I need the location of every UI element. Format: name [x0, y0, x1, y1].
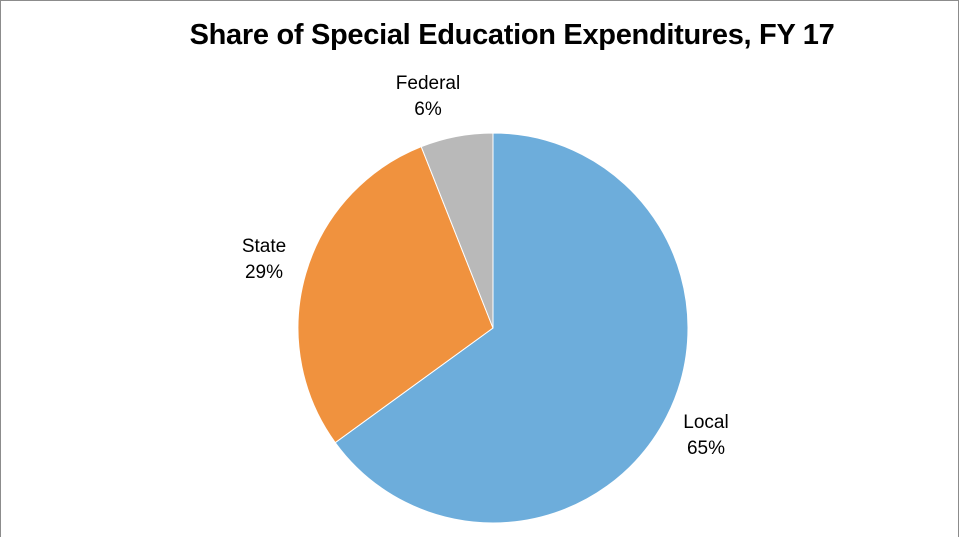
pie-slice-state: [297, 146, 494, 444]
data-label-value: 65%: [687, 438, 725, 459]
data-label-value: 6%: [414, 99, 442, 120]
chart-title: Share of Special Education Expenditures,…: [189, 19, 835, 51]
data-label-category: State: [242, 236, 286, 257]
data-label-value: 29%: [245, 262, 283, 283]
pie-slice-local: [334, 132, 689, 524]
pie-slice-federal: [420, 132, 494, 329]
data-label-federal: Federal 6%: [396, 73, 460, 120]
data-label-state: State 29%: [242, 236, 286, 283]
data-label-category: Federal: [396, 73, 460, 94]
data-label-local: Local 65%: [683, 412, 728, 459]
data-label-category: Local: [683, 412, 728, 433]
